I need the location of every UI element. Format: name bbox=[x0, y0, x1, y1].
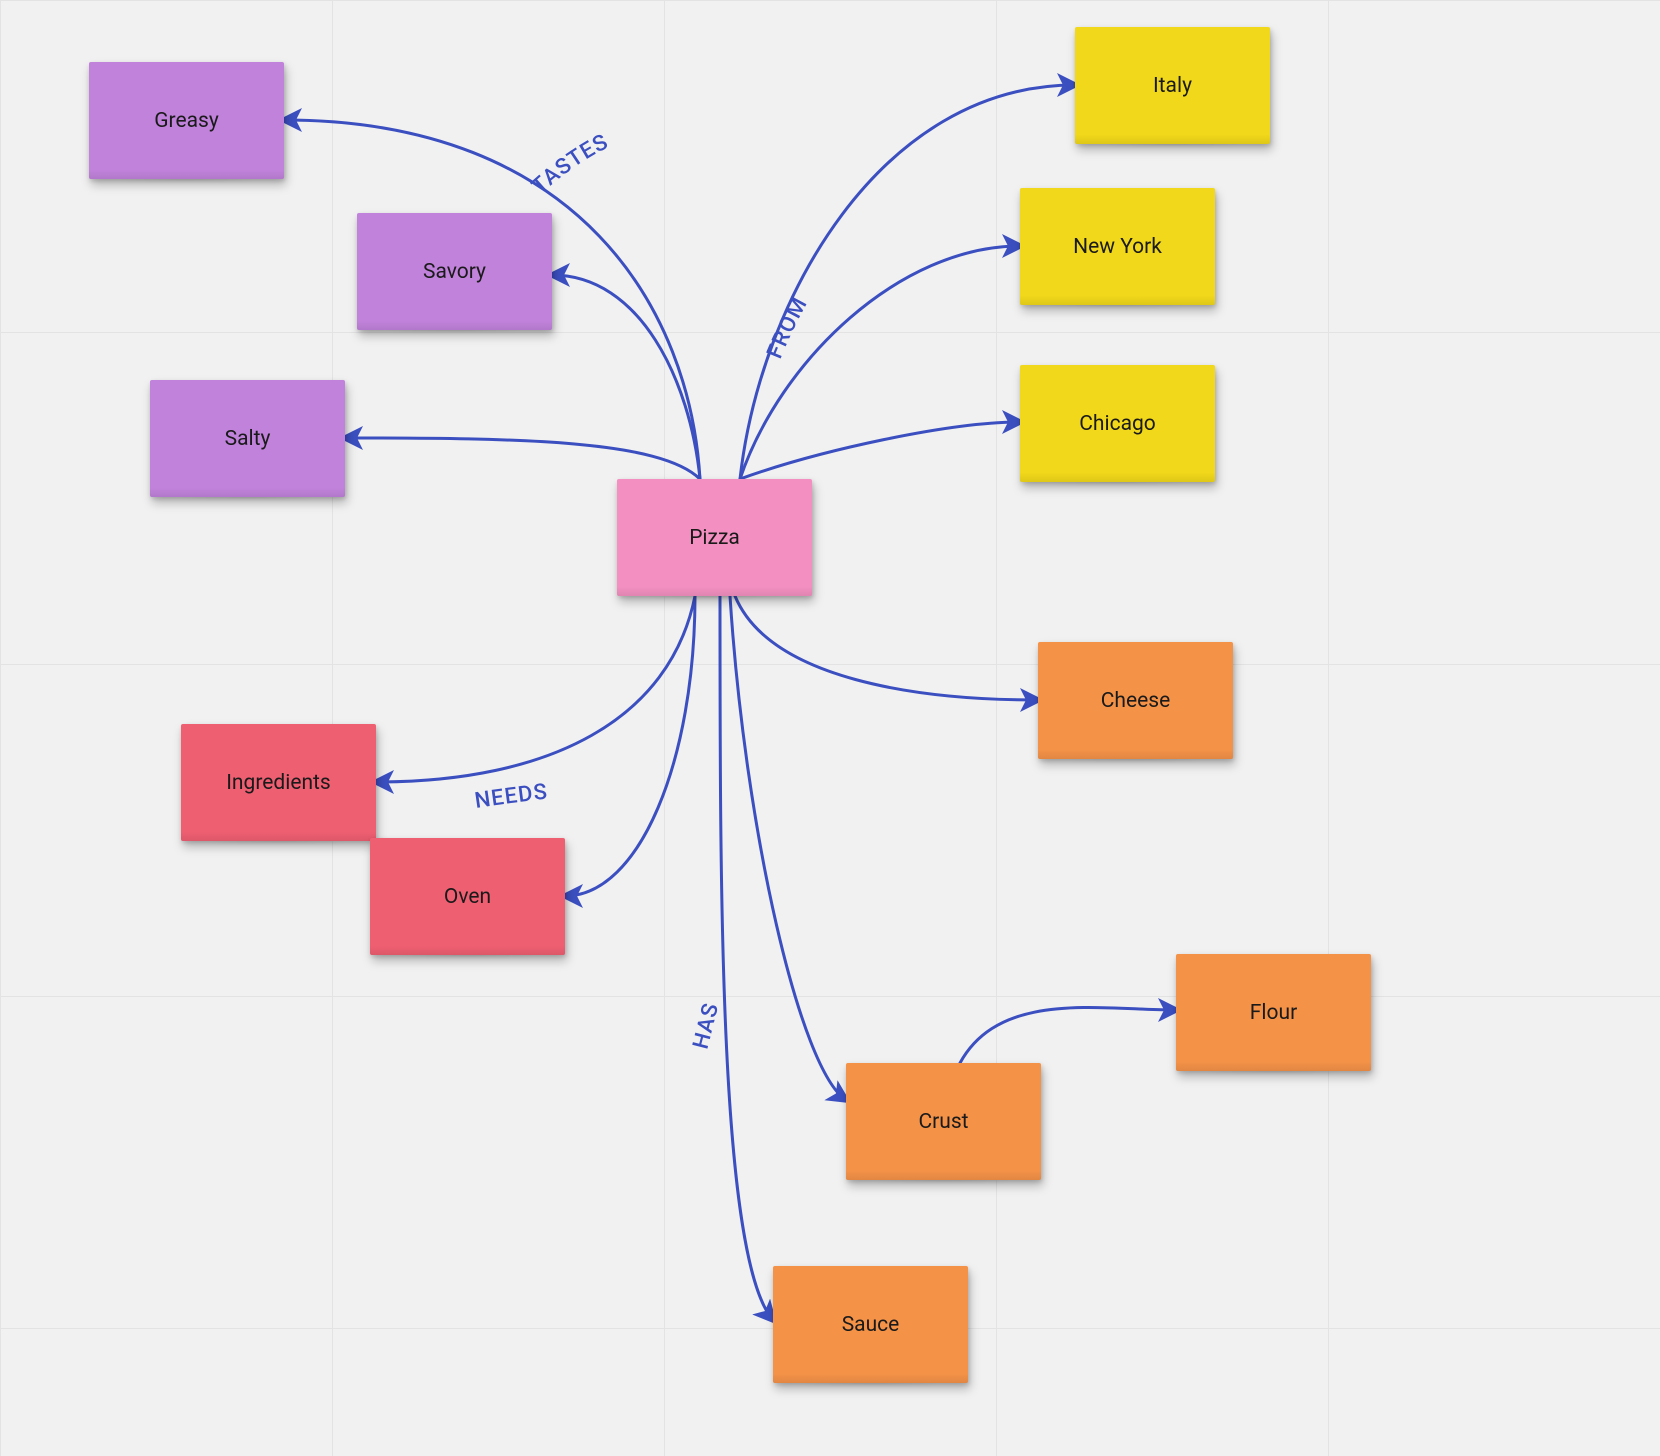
sticky-crust[interactable]: Crust bbox=[846, 1063, 1041, 1180]
edge-e-has-crust bbox=[730, 596, 846, 1100]
sticky-label: Chicago bbox=[1079, 412, 1156, 436]
sticky-label: Pizza bbox=[689, 526, 740, 550]
edge-e-has-cheese bbox=[735, 596, 1038, 700]
sticky-flour[interactable]: Flour bbox=[1176, 954, 1371, 1071]
edge-e-has-sauce bbox=[720, 596, 773, 1320]
edge-label-lbl-tastes: TASTES bbox=[527, 129, 612, 199]
sticky-salty[interactable]: Salty bbox=[150, 380, 345, 497]
sticky-label: Ingredients bbox=[226, 771, 331, 795]
edge-e-from-newyork bbox=[740, 246, 1020, 479]
edge-label-lbl-needs: NEEDS bbox=[473, 779, 549, 813]
edge-label-lbl-has: HAS bbox=[689, 1000, 725, 1051]
edge-e-tastes-salty bbox=[345, 438, 700, 479]
sticky-oven[interactable]: Oven bbox=[370, 838, 565, 955]
sticky-label: Greasy bbox=[154, 109, 219, 133]
sticky-label: Oven bbox=[444, 885, 491, 909]
edge-label-lbl-from: FROM bbox=[762, 293, 813, 362]
sticky-label: New York bbox=[1073, 235, 1162, 259]
sticky-cheese[interactable]: Cheese bbox=[1038, 642, 1233, 759]
sticky-label: Flour bbox=[1250, 1001, 1297, 1025]
sticky-savory[interactable]: Savory bbox=[357, 213, 552, 330]
sticky-pizza[interactable]: Pizza bbox=[617, 479, 812, 596]
edge-e-needs-ingredients bbox=[376, 596, 695, 782]
edge-e-crust-flour bbox=[960, 1007, 1176, 1063]
mindmap-canvas: TASTES FROM NEEDS HAS Pizza Greasy Savory Salt… bbox=[0, 0, 1660, 1456]
sticky-label: Salty bbox=[225, 427, 271, 451]
sticky-newyork[interactable]: New York bbox=[1020, 188, 1215, 305]
sticky-label: Italy bbox=[1153, 74, 1192, 98]
edge-e-needs-oven bbox=[565, 596, 695, 896]
sticky-label: Savory bbox=[423, 260, 486, 284]
sticky-label: Crust bbox=[918, 1110, 968, 1134]
edge-e-from-chicago bbox=[740, 422, 1020, 479]
sticky-chicago[interactable]: Chicago bbox=[1020, 365, 1215, 482]
sticky-sauce[interactable]: Sauce bbox=[773, 1266, 968, 1383]
sticky-greasy[interactable]: Greasy bbox=[89, 62, 284, 179]
sticky-italy[interactable]: Italy bbox=[1075, 27, 1270, 144]
sticky-ingredients[interactable]: Ingredients bbox=[181, 724, 376, 841]
sticky-label: Sauce bbox=[842, 1313, 900, 1337]
sticky-label: Cheese bbox=[1101, 689, 1170, 713]
edge-e-tastes-savory bbox=[552, 275, 700, 479]
